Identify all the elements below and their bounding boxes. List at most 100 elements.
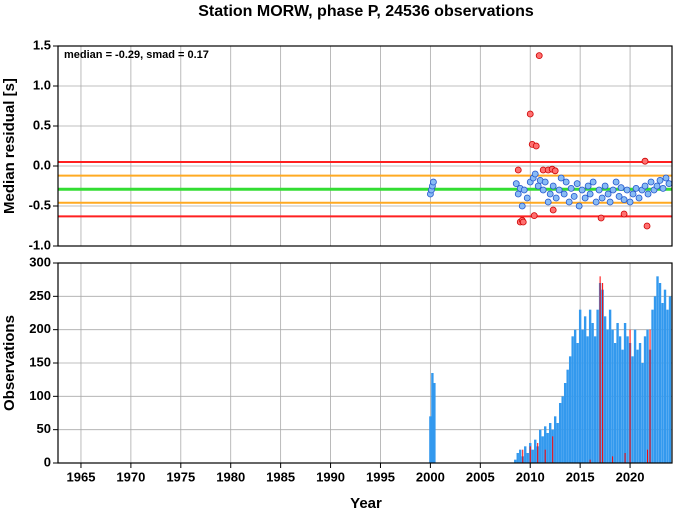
data-point — [560, 190, 568, 198]
y-tick-label: 0.0 — [33, 157, 51, 172]
bar — [531, 449, 534, 463]
data-point — [612, 178, 620, 186]
bar — [519, 449, 522, 463]
bar — [537, 443, 539, 463]
bar — [629, 329, 631, 463]
bar — [638, 343, 642, 463]
bar — [583, 316, 587, 463]
data-point — [617, 184, 625, 192]
bar — [623, 323, 627, 463]
data-point — [659, 184, 667, 192]
bar — [552, 436, 554, 463]
y-tick-label: 150 — [29, 354, 51, 369]
bar — [599, 276, 601, 463]
data-point — [551, 167, 559, 175]
bar — [586, 336, 589, 463]
data-point — [606, 198, 614, 206]
y-tick-label: -1.0 — [29, 237, 51, 252]
bar — [541, 436, 544, 463]
x-tick-label: 2010 — [516, 469, 545, 484]
data-point — [641, 182, 649, 190]
data-point — [570, 192, 578, 200]
bar — [658, 283, 662, 463]
data-point — [532, 142, 540, 150]
data-point — [623, 186, 631, 194]
bar — [556, 423, 559, 463]
x-tick-label: 1995 — [366, 469, 395, 484]
bar — [626, 336, 629, 463]
bar — [576, 343, 579, 463]
x-tick-label: 1980 — [216, 469, 245, 484]
bar — [646, 329, 649, 463]
x-tick-label: 1970 — [116, 469, 145, 484]
data-point — [643, 222, 651, 230]
y-tick-label: 50 — [37, 421, 51, 436]
bar — [651, 309, 654, 463]
data-point — [514, 190, 522, 198]
y-tick-label: 100 — [29, 388, 51, 403]
bar — [429, 416, 432, 463]
bar — [641, 363, 644, 463]
data-point — [512, 180, 520, 188]
data-point — [656, 176, 664, 184]
data-point — [601, 182, 609, 190]
data-point — [644, 190, 652, 198]
data-point — [635, 194, 643, 202]
bar — [581, 329, 584, 463]
x-tick-label: 2000 — [416, 469, 445, 484]
bar — [618, 336, 622, 463]
bar — [516, 453, 519, 463]
bar — [593, 336, 597, 463]
plot-area — [58, 52, 672, 230]
y-tick-label: 1.5 — [33, 37, 51, 52]
y-tick-label: 1.0 — [33, 77, 51, 92]
data-point — [552, 194, 560, 202]
bar — [529, 446, 531, 463]
bar — [631, 356, 634, 463]
bar — [431, 373, 434, 463]
data-point — [598, 194, 606, 202]
bar — [606, 329, 609, 463]
bar — [544, 449, 546, 463]
data-point — [546, 190, 554, 198]
bar — [544, 426, 547, 463]
bar — [621, 349, 624, 463]
data-point — [523, 194, 531, 202]
y-axis-label: Median residual [s] — [1, 78, 18, 214]
data-point — [653, 182, 661, 190]
bar — [549, 423, 552, 463]
data-point — [526, 110, 534, 118]
data-point — [544, 198, 552, 206]
x-tick-label: 2015 — [566, 469, 595, 484]
x-axis-label: Year — [350, 495, 382, 511]
bar — [666, 309, 669, 463]
y-axis-label: Observations — [1, 315, 18, 411]
data-point — [584, 182, 592, 190]
bar — [534, 439, 537, 463]
bar — [524, 446, 527, 463]
x-tick-label: 2005 — [466, 469, 495, 484]
chart-title: Station MORW, phase P, 24536 observation… — [198, 3, 534, 20]
data-point — [592, 198, 600, 206]
data-point — [615, 192, 623, 200]
y-tick-label: 0.5 — [33, 117, 51, 132]
data-point — [429, 178, 437, 186]
y-tick-label: -0.5 — [29, 197, 51, 212]
data-point — [629, 190, 637, 198]
data-point — [530, 212, 538, 220]
bar — [636, 349, 639, 463]
data-point — [575, 202, 583, 210]
bar — [526, 453, 529, 463]
x-tick-label: 1985 — [266, 469, 295, 484]
data-point — [641, 157, 649, 165]
data-point — [620, 196, 628, 204]
data-point — [557, 174, 565, 182]
data-point — [549, 182, 557, 190]
data-point — [535, 52, 543, 59]
bar — [643, 336, 647, 463]
data-point — [589, 178, 597, 186]
bar — [616, 323, 619, 463]
data-point — [604, 190, 612, 198]
